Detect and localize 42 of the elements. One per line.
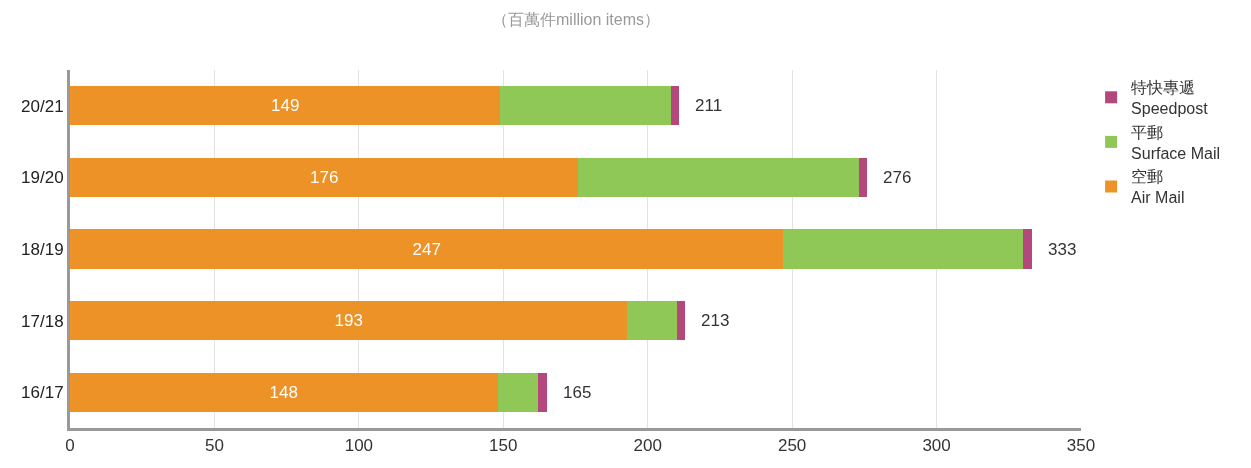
legend-label: 特快專遞 Speedpost xyxy=(1131,79,1209,117)
bar xyxy=(578,157,859,198)
bar xyxy=(670,86,680,126)
bar xyxy=(70,229,784,269)
bar xyxy=(70,157,579,198)
data-label: 193 xyxy=(334,311,363,331)
x-tick-label: 50 xyxy=(204,436,224,456)
bar xyxy=(858,157,868,198)
bar xyxy=(783,229,1024,269)
y-tick-label: 20/21 xyxy=(21,96,64,116)
total-label: 333 xyxy=(1048,240,1077,259)
bar xyxy=(70,86,501,126)
x-tick-label: 300 xyxy=(922,436,951,456)
chart-subtitle: （百萬件million items） xyxy=(492,11,661,28)
bar xyxy=(500,86,671,126)
bar xyxy=(627,300,677,341)
data-label: 176 xyxy=(310,167,339,187)
bar xyxy=(70,300,628,341)
bar xyxy=(70,372,498,412)
x-tick-label: 250 xyxy=(777,436,807,456)
bar xyxy=(1023,229,1032,269)
y-tick-label: 17/18 xyxy=(21,311,64,331)
y-tick-label: 16/17 xyxy=(21,383,64,403)
total-label: 213 xyxy=(701,311,730,330)
y-tick-label: 18/19 xyxy=(21,239,64,259)
legend-label: 空郵 Air Mail xyxy=(1131,168,1185,207)
bar xyxy=(537,372,547,412)
x-tick-label: 350 xyxy=(1066,436,1096,456)
total-label: 276 xyxy=(883,168,912,187)
legend-label: 平郵 Surface Mail xyxy=(1131,123,1221,162)
bar xyxy=(497,372,538,412)
data-label: 247 xyxy=(412,239,441,259)
total-label: 211 xyxy=(695,96,723,115)
data-label: 148 xyxy=(269,382,298,402)
total-label: 165 xyxy=(563,383,592,402)
bar xyxy=(676,300,686,341)
x-tick-label: 0 xyxy=(65,436,75,456)
data-label: 149 xyxy=(271,96,300,116)
x-tick-label: 200 xyxy=(633,436,662,456)
x-tick-label: 150 xyxy=(489,436,518,456)
y-tick-label: 19/20 xyxy=(21,168,64,188)
x-tick-label: 100 xyxy=(344,436,374,456)
